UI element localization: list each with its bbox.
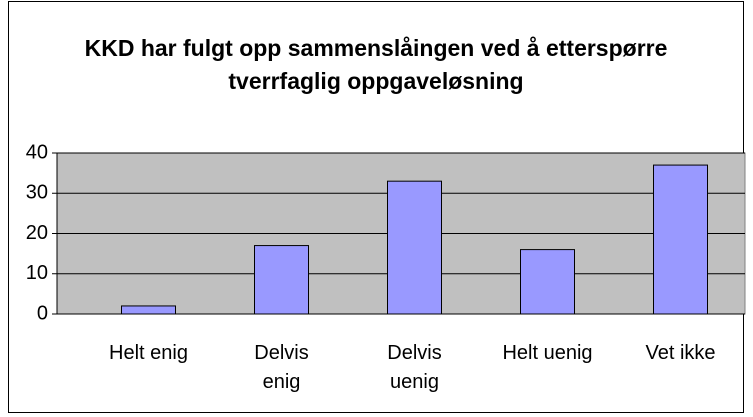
- bar: [121, 305, 176, 315]
- chart-title: KKD har fulgt opp sammenslåingen ved å e…: [84, 35, 668, 94]
- bar: [254, 245, 309, 315]
- y-tick-label: 0: [37, 302, 48, 324]
- y-tick-label: 20: [26, 222, 48, 244]
- y-tick-label: 30: [26, 182, 48, 204]
- x-tick-label: Vet ikke: [645, 342, 716, 364]
- x-tick-label: Helt uenig: [502, 342, 593, 364]
- y-tick-label: 10: [26, 262, 48, 284]
- x-tick-label: Delvis enig: [254, 342, 309, 393]
- x-tick-label: Delvis uenig: [387, 342, 442, 393]
- bar: [653, 164, 708, 315]
- bar: [387, 180, 442, 315]
- x-tick-label: Helt enig: [109, 342, 188, 364]
- bar: [520, 249, 575, 315]
- y-tick-label: 40: [26, 141, 48, 163]
